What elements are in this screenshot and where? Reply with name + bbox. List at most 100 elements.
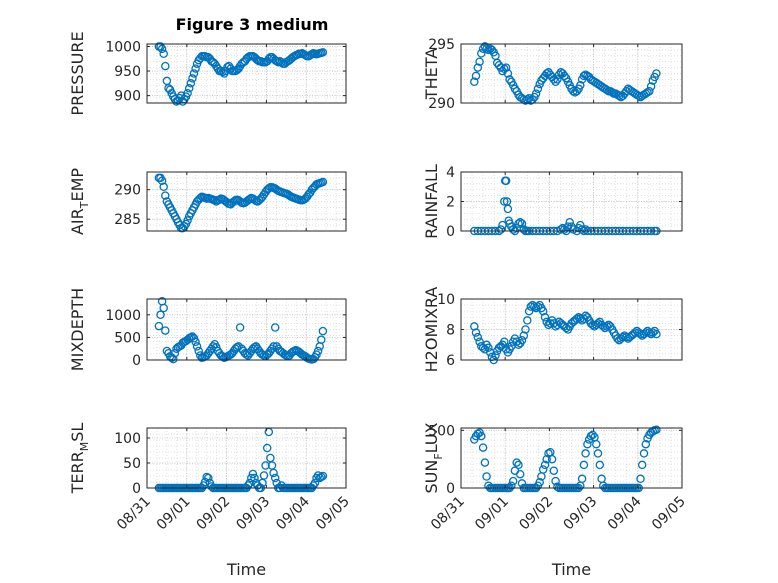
data-point [540, 460, 550, 470]
data-point [636, 474, 645, 484]
data-point [186, 79, 196, 88]
data-point [262, 443, 272, 453]
data-point [500, 197, 509, 206]
data-point [583, 439, 592, 449]
data-point [645, 86, 654, 96]
data-point [204, 473, 213, 483]
y-axis-label: SUNFLUX [422, 422, 445, 493]
data-point [471, 328, 481, 337]
data-point [538, 465, 548, 474]
data-point [475, 57, 484, 66]
data-point [514, 219, 523, 228]
data-point [533, 84, 543, 94]
y-tick-label: 10 [437, 292, 455, 308]
data-point [235, 323, 245, 332]
data-point [531, 89, 541, 98]
data-point [183, 88, 192, 98]
data-point [565, 217, 574, 227]
y-tick-label: 100 [114, 431, 141, 447]
data-point [652, 69, 661, 78]
y-tick-label: 1000 [105, 39, 141, 55]
y-tick-label: 6 [446, 353, 455, 369]
figure-title: Figure 3 medium [176, 15, 329, 34]
data-point [524, 306, 534, 316]
data-point [505, 75, 514, 84]
data-point [652, 329, 661, 339]
data-point [637, 460, 647, 470]
data-point [560, 71, 569, 81]
data-point [471, 71, 481, 81]
axes-box [460, 427, 683, 489]
data-point [535, 477, 544, 487]
data-point [538, 306, 548, 316]
data-point [161, 326, 170, 335]
y-axis-label: THETA [422, 48, 441, 100]
y-axis-label: TERRMSL [68, 423, 91, 495]
data-point [547, 454, 557, 464]
y-tick-label: 0 [446, 481, 455, 497]
data-point [487, 45, 497, 55]
data-point [473, 63, 483, 72]
y-tick-label: 0 [132, 481, 141, 497]
y-tick-label: 290 [428, 96, 455, 112]
data-point [270, 473, 280, 483]
data-point [542, 454, 551, 464]
y-tick-label: 500 [114, 330, 141, 346]
data-point [159, 182, 168, 192]
data-point [523, 316, 532, 325]
data-point [491, 351, 500, 360]
data-point [310, 478, 320, 488]
data-point [477, 49, 486, 58]
data-point [159, 49, 168, 59]
data-point [507, 481, 516, 490]
data-point [553, 75, 562, 84]
y-axis-label: MIXDEPTH [68, 288, 87, 371]
data-point [630, 328, 640, 337]
data-point [269, 468, 278, 478]
data-point [157, 176, 167, 186]
data-point [318, 177, 328, 187]
axes-box [146, 171, 347, 232]
data-point [157, 44, 167, 54]
data-point [639, 449, 649, 458]
axes-box [146, 427, 347, 489]
data-point [159, 303, 168, 313]
data-point [540, 313, 550, 322]
data-point [554, 70, 564, 79]
data-point [549, 75, 559, 84]
data-point [156, 310, 165, 320]
data-point [317, 335, 326, 344]
data-point [652, 425, 661, 434]
data-point [161, 191, 170, 200]
data-point [595, 460, 605, 470]
subplot-mixdepth: 0 500 1000 MIXDEPTH [68, 288, 347, 371]
y-tick-label: 950 [114, 64, 141, 80]
y-axis-label: RAINFALL [422, 164, 441, 239]
y-tick-label: 290 [114, 183, 141, 199]
data-point [510, 84, 520, 94]
data-point [636, 329, 645, 339]
data-point [643, 88, 652, 97]
data-point [549, 466, 559, 475]
data-point [267, 344, 277, 353]
data-point [473, 332, 483, 342]
x-axis-label: Time [551, 560, 591, 579]
data-point [477, 431, 486, 441]
axes-box [146, 43, 347, 104]
data-point [478, 443, 488, 452]
data-point [154, 321, 164, 331]
data-point [521, 325, 530, 334]
data-point [515, 469, 525, 479]
data-point [581, 225, 590, 234]
data-point [496, 225, 506, 234]
data-point [470, 77, 479, 87]
y-axis-label: H2OMIXRA [422, 287, 441, 373]
data-point [191, 337, 200, 347]
data-point [576, 81, 585, 90]
y-tick-label: 2 [446, 195, 455, 211]
data-point [501, 176, 511, 186]
data-point [196, 193, 205, 203]
data-point [194, 346, 203, 356]
data-point [484, 45, 493, 55]
